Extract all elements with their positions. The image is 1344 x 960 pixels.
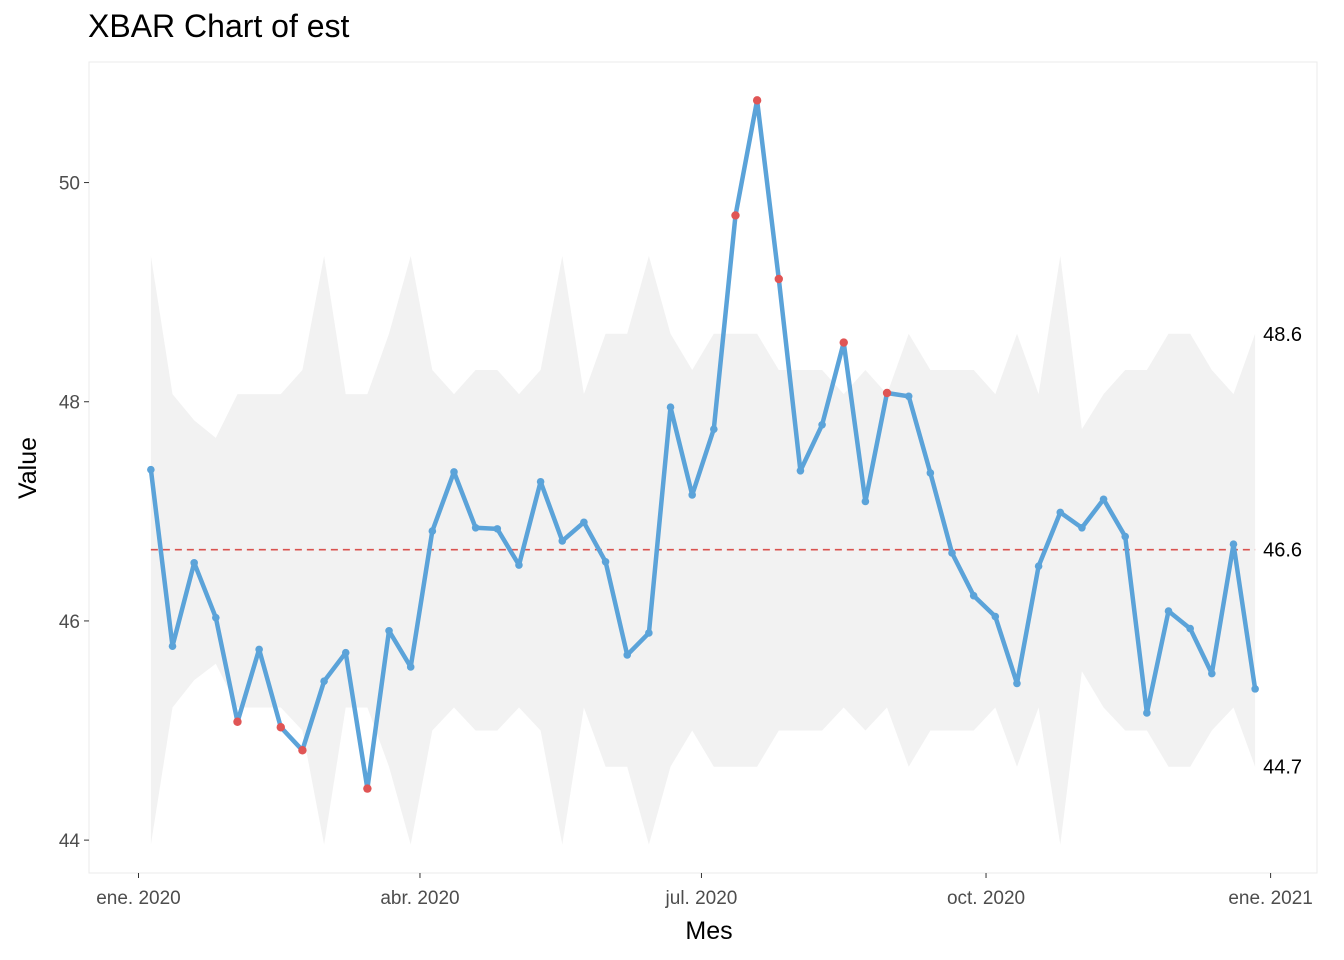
- x-axis-title: Mes: [685, 917, 732, 945]
- series-line: [148, 98, 1258, 791]
- data-point: [471, 523, 480, 532]
- data-point: [515, 561, 523, 569]
- data-point: [341, 648, 350, 657]
- data-point: [688, 491, 696, 499]
- y-tick-label: 48: [59, 393, 80, 414]
- x-tick-label: abr. 2020: [380, 888, 459, 909]
- data-point: [1164, 607, 1173, 615]
- data-point: [645, 629, 653, 637]
- data-point: [1251, 685, 1259, 693]
- limit-labels: 48.6 46.6 44.7: [1263, 324, 1302, 779]
- data-point: [623, 651, 632, 659]
- x-axis: ene. 2020 abr. 2020 jul. 2020 oct. 2020 ene.…: [96, 873, 1313, 909]
- out-of-control-point: [839, 338, 848, 347]
- out-of-control-point: [298, 746, 307, 755]
- out-of-control-point: [276, 723, 285, 732]
- data-point: [601, 557, 610, 566]
- data-point: [212, 613, 220, 622]
- y-tick-label: 44: [59, 831, 81, 852]
- chart-title: XBAR Chart of est: [88, 8, 350, 44]
- data-point: [991, 612, 1000, 621]
- data-point: [1143, 709, 1151, 717]
- y-axis-title: Value: [14, 437, 42, 499]
- data-point: [536, 477, 545, 486]
- ucl-label: 48.6: [1263, 324, 1302, 346]
- data-point: [1208, 669, 1216, 678]
- data-point: [190, 559, 198, 567]
- out-of-control-point: [752, 96, 762, 105]
- data-point: [558, 537, 567, 545]
- data-point: [969, 591, 978, 600]
- x-tick-label: ene. 2020: [96, 888, 181, 909]
- data-point: [147, 465, 155, 474]
- out-of-control-point: [363, 784, 372, 793]
- data-point: [1078, 523, 1086, 532]
- y-tick-label: 46: [59, 612, 80, 633]
- data-point: [904, 392, 913, 401]
- center-label: 46.6: [1263, 540, 1302, 562]
- out-of-control-point: [233, 717, 242, 726]
- data-point: [1229, 540, 1238, 549]
- y-axis: 44 46 48 50: [59, 174, 89, 852]
- out-of-control-point: [731, 211, 740, 220]
- data-point: [666, 403, 675, 412]
- data-point: [450, 468, 458, 476]
- x-tick-label: ene. 2021: [1228, 888, 1313, 909]
- out-of-control-point: [882, 388, 892, 398]
- out-of-control-point: [774, 274, 783, 284]
- data-point: [580, 518, 588, 527]
- data-point: [1121, 532, 1130, 541]
- data-point: [385, 626, 393, 635]
- x-tick-label: jul. 2020: [665, 888, 738, 909]
- data-point: [428, 527, 437, 535]
- data-point: [1056, 508, 1065, 517]
- data-point: [818, 420, 826, 429]
- data-point: [1186, 624, 1194, 633]
- data-point: [1099, 495, 1108, 504]
- data-point: [1034, 562, 1043, 570]
- lcl-label: 44.7: [1263, 757, 1302, 779]
- x-tick-label: oct. 2020: [947, 888, 1025, 909]
- data-point: [710, 425, 718, 433]
- data-point: [320, 677, 328, 686]
- data-point: [796, 466, 805, 475]
- data-points: [147, 96, 1259, 793]
- data-point: [406, 663, 415, 671]
- data-point: [255, 645, 263, 654]
- data-point: [926, 469, 935, 477]
- data-point: [948, 549, 956, 557]
- data-point: [168, 642, 177, 650]
- data-line: [148, 98, 1258, 791]
- data-point: [1013, 679, 1021, 688]
- y-tick-label: 50: [59, 174, 80, 195]
- data-point: [861, 497, 870, 506]
- data-point: [493, 525, 502, 533]
